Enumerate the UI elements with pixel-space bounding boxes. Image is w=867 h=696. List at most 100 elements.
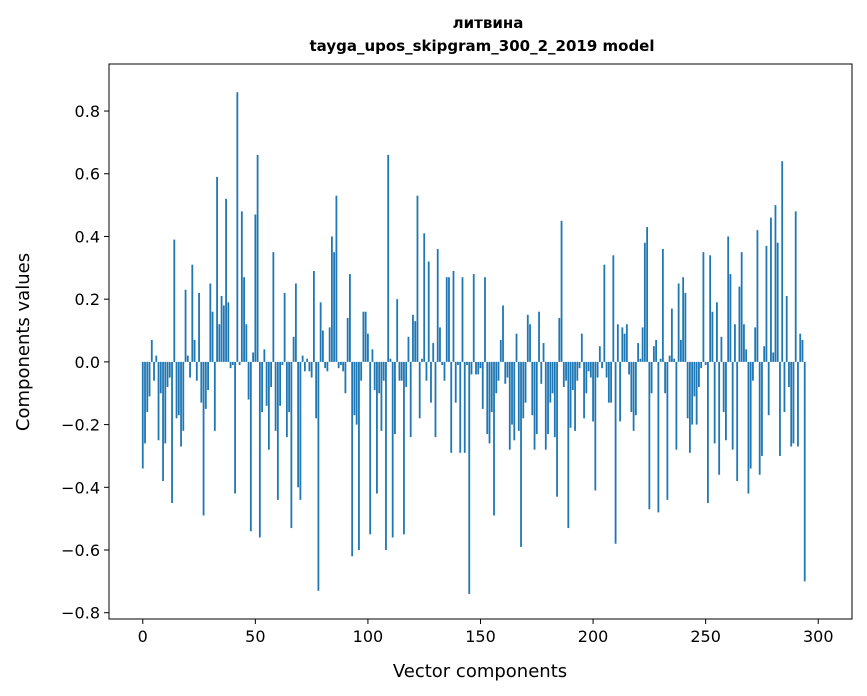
bar [261, 361, 263, 413]
bar [463, 361, 466, 453]
bar [641, 327, 644, 362]
bar [301, 355, 304, 362]
bar [538, 311, 540, 362]
bar [182, 361, 185, 431]
bar [540, 361, 543, 384]
bar [436, 249, 439, 362]
bar [189, 361, 191, 378]
bar [628, 361, 630, 375]
bar [623, 333, 626, 362]
bar [625, 324, 628, 362]
bar [587, 361, 590, 372]
bar [236, 92, 239, 362]
bar [781, 161, 784, 362]
bar [765, 245, 768, 362]
bar [522, 361, 525, 419]
bar [265, 361, 268, 406]
bar [144, 361, 146, 444]
bar [326, 361, 329, 372]
bar [722, 361, 725, 413]
bar [666, 361, 669, 500]
bar [524, 361, 527, 403]
bar [592, 361, 594, 422]
bar [594, 361, 597, 491]
bar [770, 217, 772, 362]
bar [797, 361, 799, 447]
bar [517, 361, 520, 431]
bar [177, 361, 180, 416]
bar [227, 302, 230, 362]
bar [772, 352, 775, 362]
bar [637, 343, 640, 362]
bar [785, 296, 788, 362]
bar [445, 277, 448, 362]
bar [688, 361, 691, 453]
bar [204, 361, 207, 409]
bar [362, 311, 365, 362]
bar [511, 361, 513, 425]
bar [283, 292, 286, 362]
bar [673, 358, 676, 362]
bar [353, 361, 356, 416]
bar [533, 361, 536, 450]
y-axis-label: Components values [13, 253, 34, 431]
bar [346, 317, 349, 362]
bar [720, 336, 723, 362]
bar [646, 227, 649, 362]
bar [632, 361, 635, 431]
bar [745, 349, 748, 362]
bar [180, 361, 182, 447]
bar [774, 205, 777, 362]
bar [213, 361, 216, 431]
bar [788, 361, 790, 387]
bar [186, 355, 189, 362]
bar [682, 277, 685, 362]
bar [146, 361, 149, 413]
bar [308, 361, 311, 372]
bar [803, 361, 806, 582]
bar [589, 361, 592, 378]
bar [358, 361, 360, 551]
y-axis-ticks: −0.8 −0.6 −0.4 −0.2 0.0 0.2 0.4 0.6 0.8 [61, 102, 109, 623]
bar [231, 361, 234, 366]
bar [292, 336, 295, 362]
bar [497, 361, 500, 381]
bar [598, 346, 601, 362]
bar [409, 361, 412, 438]
bar [328, 327, 331, 362]
bar [202, 361, 205, 516]
bar [520, 361, 522, 547]
x-tick-label: 200 [578, 627, 609, 646]
bar [245, 324, 248, 362]
bar [414, 321, 417, 362]
bar [725, 361, 727, 441]
bar [713, 361, 716, 444]
bar [547, 361, 549, 434]
bar [391, 361, 394, 538]
bar [513, 361, 516, 441]
bar [506, 361, 509, 378]
bar [376, 361, 378, 494]
bar [502, 305, 504, 362]
bar [508, 361, 511, 450]
bar [222, 305, 225, 362]
y-tick-label: −0.8 [61, 604, 100, 623]
bar [731, 361, 734, 450]
bar [321, 330, 324, 362]
bar [472, 274, 475, 362]
bar [754, 327, 757, 362]
bar [450, 361, 453, 453]
bar [580, 333, 583, 362]
bar [659, 358, 662, 362]
bar [360, 361, 363, 381]
bar [454, 361, 457, 403]
bar [578, 361, 581, 369]
bar [351, 361, 354, 557]
bar [249, 361, 252, 532]
bar [747, 361, 750, 494]
bar [763, 346, 766, 362]
bar [544, 361, 547, 450]
bar [225, 198, 227, 362]
bar [648, 361, 651, 510]
